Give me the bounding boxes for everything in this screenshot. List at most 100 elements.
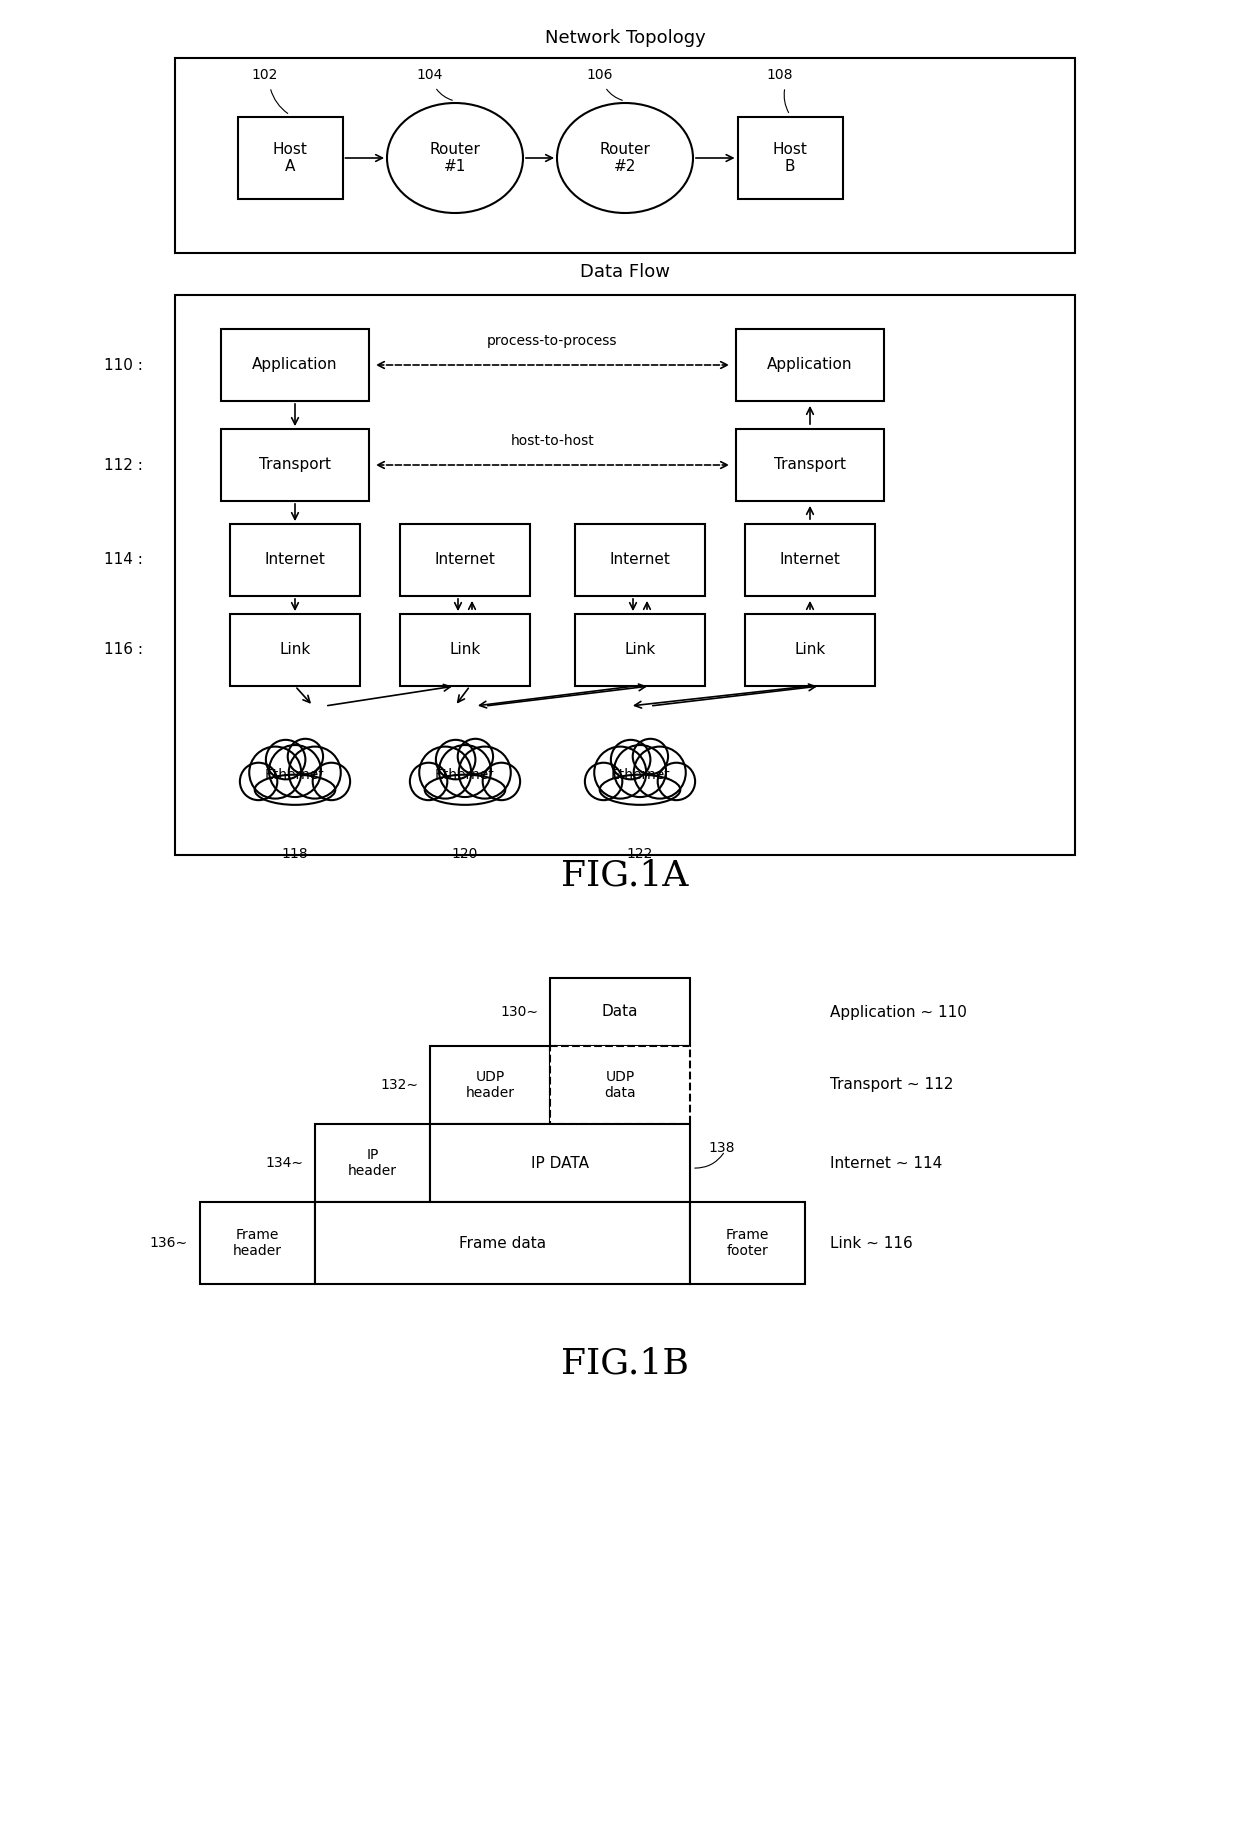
Text: Data: Data [601, 1004, 639, 1020]
Text: UDP
data: UDP data [604, 1070, 636, 1100]
Text: Application: Application [768, 357, 853, 372]
Bar [575, 525, 706, 596]
Text: Transport: Transport [774, 457, 846, 472]
Circle shape [625, 776, 656, 807]
Bar [551, 1046, 689, 1124]
Text: Ethernet: Ethernet [265, 769, 325, 782]
Text: Frame
header: Frame header [233, 1228, 281, 1259]
Circle shape [279, 776, 310, 807]
Bar [315, 1124, 430, 1203]
Text: Link: Link [449, 643, 481, 658]
Text: 122: 122 [626, 847, 653, 862]
Text: FIG.1B: FIG.1B [560, 1346, 689, 1381]
Text: Ethernet: Ethernet [435, 769, 495, 782]
Bar [229, 525, 360, 596]
Circle shape [268, 745, 322, 800]
Text: 102: 102 [252, 67, 278, 82]
Text: Ethernet: Ethernet [610, 769, 670, 782]
Text: IP DATA: IP DATA [531, 1155, 589, 1170]
Ellipse shape [424, 774, 506, 805]
Circle shape [410, 763, 449, 804]
Circle shape [613, 745, 667, 800]
Bar [315, 1203, 689, 1285]
Text: Host
B: Host B [773, 142, 807, 175]
Bar [551, 978, 689, 1046]
Text: 118: 118 [281, 847, 309, 862]
Bar [200, 1203, 315, 1285]
Bar [175, 58, 1075, 253]
Bar [401, 525, 529, 596]
Text: 108: 108 [766, 67, 794, 82]
Circle shape [418, 747, 472, 802]
Bar [745, 614, 875, 687]
Text: Data Flow: Data Flow [580, 262, 670, 281]
Bar [175, 295, 1075, 855]
Text: Frame data: Frame data [459, 1235, 546, 1250]
Bar [737, 428, 884, 501]
Text: 116 :: 116 : [103, 643, 143, 658]
Bar [238, 117, 342, 199]
Bar [221, 428, 370, 501]
Text: Transport ∼ 112: Transport ∼ 112 [830, 1077, 954, 1093]
Circle shape [264, 740, 305, 782]
Text: Internet: Internet [264, 552, 325, 567]
Text: UDP
header: UDP header [465, 1070, 515, 1100]
Text: Transport: Transport [259, 457, 331, 472]
Text: FIG.1A: FIG.1A [562, 858, 688, 893]
Circle shape [288, 747, 342, 802]
Text: Link: Link [625, 643, 656, 658]
Text: 106: 106 [587, 67, 614, 82]
Text: host-to-host: host-to-host [511, 434, 594, 448]
Text: 104: 104 [417, 67, 443, 82]
Text: 110 :: 110 : [104, 357, 143, 372]
Bar [738, 117, 842, 199]
Bar [689, 1203, 805, 1285]
Bar [229, 614, 360, 687]
Bar [430, 1046, 551, 1124]
Bar [221, 330, 370, 401]
Text: Frame
footer: Frame footer [725, 1228, 769, 1259]
Circle shape [656, 763, 696, 804]
Ellipse shape [600, 774, 681, 805]
Ellipse shape [557, 104, 693, 213]
Text: 132∼: 132∼ [379, 1079, 418, 1091]
Text: Application: Application [252, 357, 337, 372]
Circle shape [632, 738, 670, 776]
Text: Link: Link [795, 643, 826, 658]
Ellipse shape [254, 774, 335, 805]
Bar [401, 614, 529, 687]
Text: Internet ∼ 114: Internet ∼ 114 [830, 1155, 942, 1170]
Bar [430, 1124, 689, 1203]
Text: Application ∼ 110: Application ∼ 110 [830, 1004, 967, 1020]
Text: 138: 138 [708, 1141, 734, 1155]
Text: Router
#2: Router #2 [600, 142, 651, 175]
Text: Internet: Internet [780, 552, 841, 567]
Circle shape [310, 763, 350, 804]
Text: 134∼: 134∼ [265, 1155, 303, 1170]
Circle shape [458, 738, 495, 776]
Text: 112 :: 112 : [104, 457, 143, 472]
Circle shape [632, 747, 687, 802]
Bar [575, 614, 706, 687]
Circle shape [438, 745, 492, 800]
Bar [737, 330, 884, 401]
Text: Router
#1: Router #1 [429, 142, 480, 175]
Circle shape [609, 740, 651, 782]
Text: Internet: Internet [434, 552, 496, 567]
Text: Internet: Internet [610, 552, 671, 567]
Text: Link ∼ 116: Link ∼ 116 [830, 1235, 913, 1250]
Circle shape [449, 776, 481, 807]
Text: Host
A: Host A [273, 142, 308, 175]
Text: 120: 120 [451, 847, 479, 862]
Ellipse shape [387, 104, 523, 213]
Circle shape [585, 763, 625, 804]
Bar [745, 525, 875, 596]
Text: 130∼: 130∼ [500, 1006, 538, 1018]
Circle shape [458, 747, 512, 802]
Circle shape [239, 763, 279, 804]
Text: IP
header: IP header [348, 1148, 397, 1179]
Circle shape [481, 763, 520, 804]
Text: Network Topology: Network Topology [544, 29, 706, 47]
Text: process-to-process: process-to-process [487, 333, 618, 348]
Text: Link: Link [279, 643, 311, 658]
